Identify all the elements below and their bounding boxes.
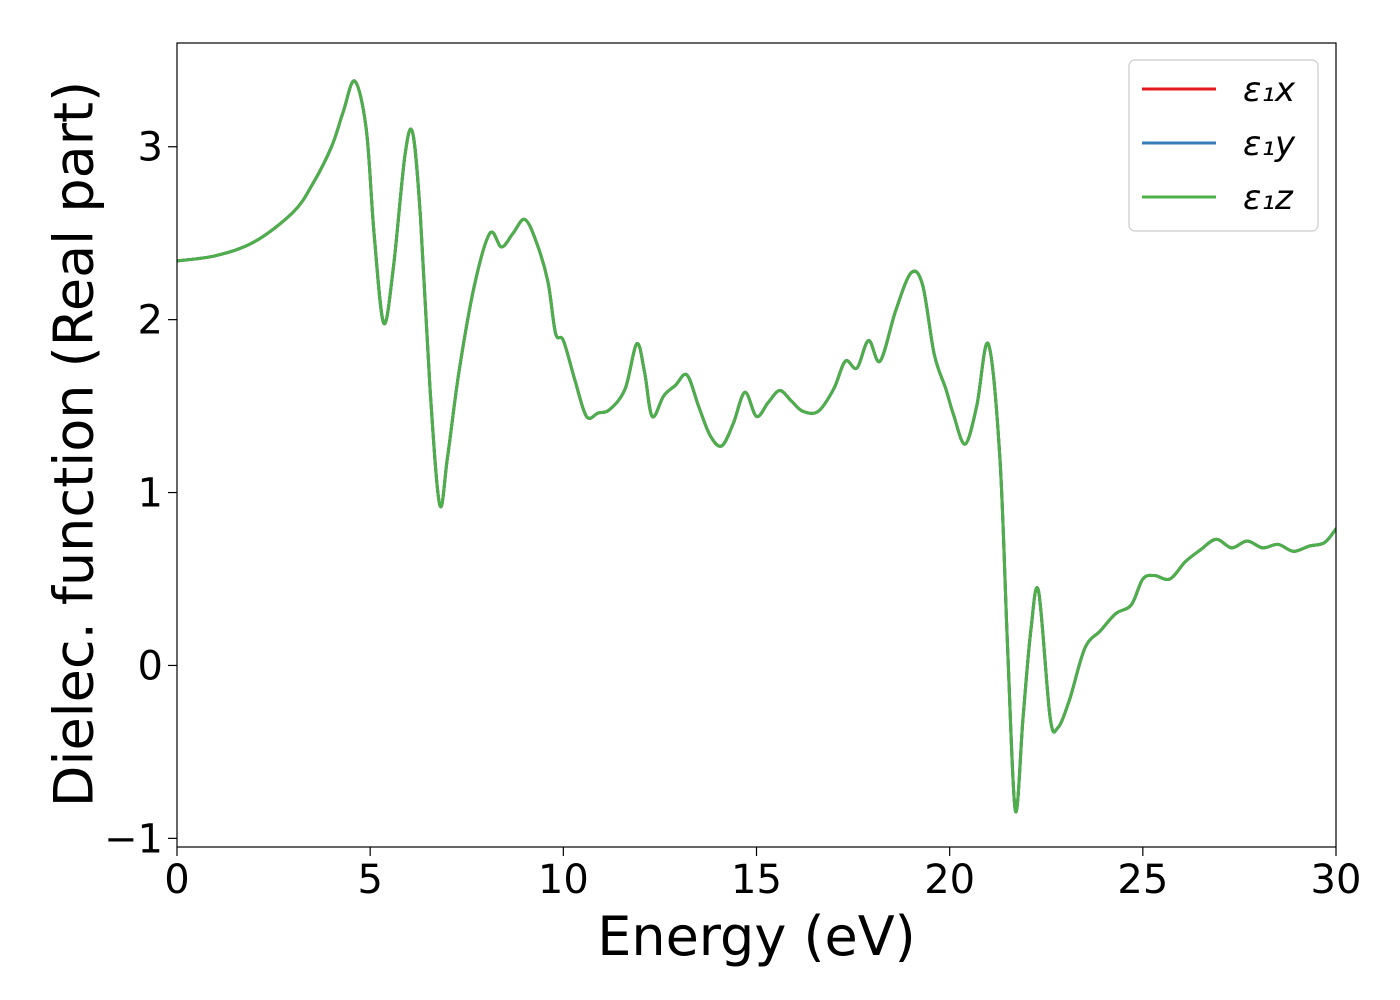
- legend-label: ε₁y: [1243, 124, 1296, 164]
- x-tick-label: 10: [538, 857, 589, 903]
- x-tick-label: 15: [731, 857, 782, 903]
- series-line-3: [177, 79, 1336, 814]
- legend-box: [1128, 59, 1319, 232]
- y-tick-label: 3: [138, 125, 163, 171]
- y-tick-label: 1: [138, 471, 163, 517]
- y-axis-ticks: −1 0 1 2 3: [104, 125, 177, 862]
- plot-lines: [177, 79, 1336, 814]
- x-tick-label: 25: [1117, 857, 1168, 903]
- x-tick-label: 30: [1311, 857, 1362, 903]
- x-tick-label: 5: [357, 857, 382, 903]
- y-tick-label: 2: [138, 298, 163, 344]
- x-tick-label: 0: [164, 857, 189, 903]
- y-axis-title: Dielec. function (Real part): [43, 81, 106, 807]
- legend-label: ε₁x: [1243, 70, 1296, 110]
- y-tick-label: −1: [104, 816, 163, 862]
- y-tick-label: 0: [138, 643, 163, 689]
- legend: ε₁x ε₁y ε₁z: [1128, 59, 1319, 232]
- legend-label: ε₁z: [1243, 178, 1294, 218]
- x-axis-title: Energy (eV): [597, 905, 916, 968]
- x-tick-label: 20: [924, 857, 975, 903]
- x-axis-ticks: 0 5 10 15 20 25 30: [164, 847, 1361, 903]
